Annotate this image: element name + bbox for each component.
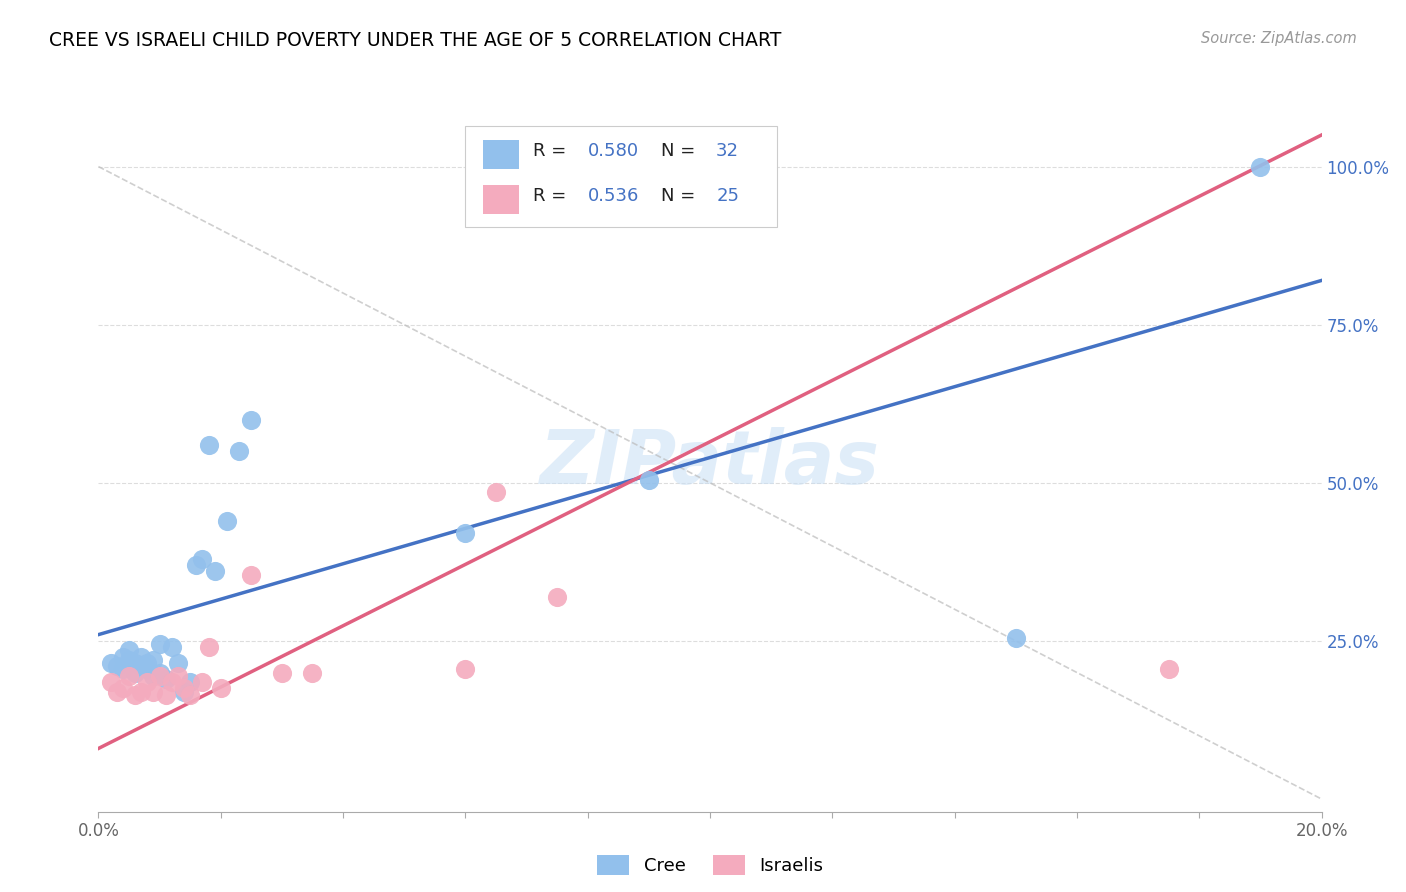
Point: [124, 656, 146, 670]
Text: CREE VS ISRAELI CHILD POVERTY UNDER THE AGE OF 5 CORRELATION CHART: CREE VS ISRAELI CHILD POVERTY UNDER THE …: [49, 31, 782, 50]
Legend: Cree, Israelis: Cree, Israelis: [589, 847, 831, 883]
Point: [111, 681, 134, 696]
Point: [160, 675, 183, 690]
Point: [105, 659, 128, 673]
Point: [149, 669, 172, 683]
Point: [155, 688, 177, 702]
Point: [124, 665, 146, 680]
Point: [155, 672, 177, 686]
Point: [142, 684, 165, 698]
Point: [191, 675, 214, 690]
Point: [301, 665, 323, 680]
Point: [129, 649, 152, 664]
Text: ZIPatlas: ZIPatlas: [540, 427, 880, 500]
Point: [136, 662, 159, 676]
Point: [197, 640, 219, 655]
Point: [167, 656, 190, 670]
FancyBboxPatch shape: [482, 185, 519, 214]
Point: [142, 653, 165, 667]
Point: [179, 688, 201, 702]
Point: [160, 640, 183, 655]
Point: [197, 438, 219, 452]
Point: [129, 659, 152, 673]
Point: [100, 656, 122, 670]
Text: Source: ZipAtlas.com: Source: ZipAtlas.com: [1201, 31, 1357, 46]
Point: [454, 526, 477, 541]
Point: [204, 565, 226, 579]
Point: [105, 684, 128, 698]
Point: [546, 590, 568, 604]
Point: [100, 675, 122, 690]
Text: R =: R =: [533, 187, 572, 205]
Point: [1004, 631, 1026, 645]
Point: [118, 643, 141, 657]
Text: 25: 25: [716, 187, 740, 205]
Point: [124, 688, 146, 702]
Point: [270, 665, 292, 680]
Point: [173, 681, 195, 696]
Point: [173, 684, 195, 698]
Text: R =: R =: [533, 142, 572, 160]
Point: [215, 514, 238, 528]
Point: [240, 567, 263, 582]
Point: [111, 649, 134, 664]
Point: [149, 665, 172, 680]
Point: [118, 669, 141, 683]
Text: 0.580: 0.580: [588, 142, 638, 160]
Text: N =: N =: [661, 187, 702, 205]
Point: [111, 662, 134, 676]
Point: [485, 485, 508, 500]
FancyBboxPatch shape: [482, 140, 519, 169]
Point: [179, 675, 201, 690]
Point: [1249, 160, 1271, 174]
Point: [118, 653, 141, 667]
Point: [186, 558, 208, 572]
FancyBboxPatch shape: [465, 127, 778, 227]
Point: [637, 473, 661, 487]
Text: 0.536: 0.536: [588, 187, 640, 205]
Point: [454, 662, 477, 676]
Point: [240, 412, 263, 426]
Point: [136, 675, 159, 690]
Point: [191, 551, 214, 566]
Point: [136, 656, 159, 670]
Point: [209, 681, 232, 696]
Point: [149, 637, 172, 651]
Point: [142, 669, 165, 683]
Point: [637, 185, 661, 199]
Point: [129, 684, 152, 698]
Text: 32: 32: [716, 142, 740, 160]
Text: N =: N =: [661, 142, 702, 160]
Point: [1157, 662, 1180, 676]
Point: [167, 669, 190, 683]
Point: [228, 444, 250, 458]
